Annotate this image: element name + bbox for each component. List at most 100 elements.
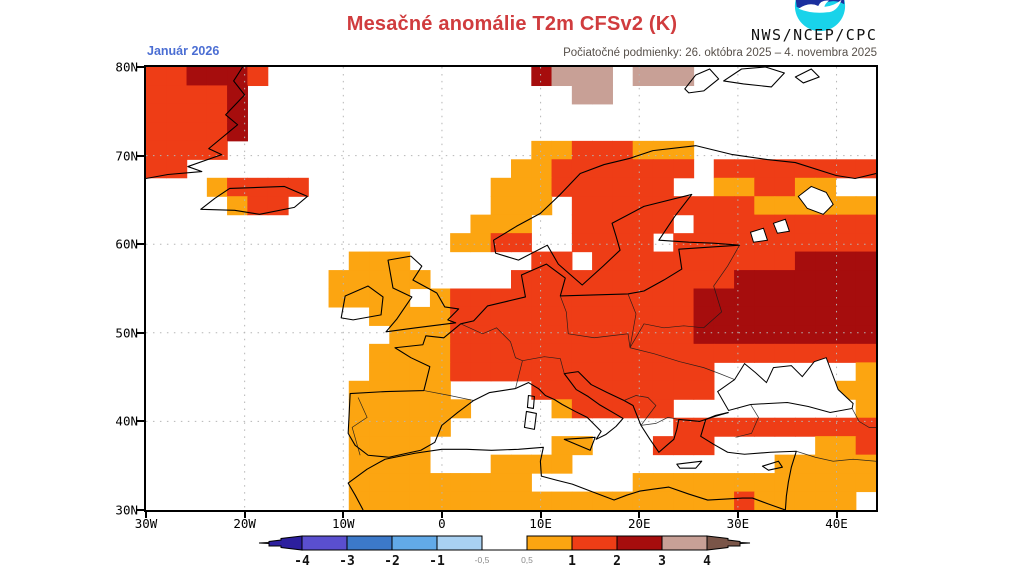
anomaly-cell [450,399,472,419]
anomaly-cell [673,251,695,271]
anomaly-cell [754,177,776,197]
coast-islands [523,394,783,471]
anomaly-cell [531,325,553,345]
anomaly-cell [247,196,269,216]
anomaly-cell [612,399,634,419]
anomaly-cell [389,399,411,419]
anomaly-cell [348,454,370,474]
colorbar-segment [616,535,663,551]
anomaly-cell [855,270,876,290]
anomaly-cell [470,362,492,382]
anomaly-cell [794,325,816,345]
anomaly-cell [652,159,674,179]
anomaly-cell [389,417,411,437]
anomaly-cell [389,306,411,326]
anomaly-cell [815,473,837,493]
anomaly-cell [652,251,674,271]
anomaly-cell [146,122,167,142]
anomaly-cell [754,306,776,326]
anomaly-cell [531,67,553,87]
anomaly-cell [348,399,370,419]
anomaly-cell [531,270,553,290]
anomaly-cell [835,270,857,290]
anomaly-cell [734,325,755,345]
anomaly-cell [146,140,167,160]
anomaly-cell [612,491,634,510]
coast-mainland [347,145,876,458]
anomaly-cell [571,196,593,216]
lon-tick [736,512,739,518]
anomaly-cell [774,251,796,271]
anomaly-cell [369,417,390,437]
anomaly-cell [450,343,472,363]
anomaly-cell [673,473,695,493]
anomaly-cell [855,454,876,474]
anomaly-cell [348,417,370,437]
colorbar-tick-label: 0,5 [521,555,533,565]
anomaly-cell [815,491,837,510]
anomaly-cell [348,288,370,308]
anomaly-cell [855,399,876,419]
anomaly-map [146,67,876,510]
anomaly-cell [794,491,816,510]
anomaly-cell [409,417,431,437]
anomaly-cell [450,233,472,253]
anomaly-cell [429,325,451,345]
anomaly-cell [815,251,837,271]
anomaly-cell [693,325,715,345]
coast-north-africa [347,446,786,510]
anomaly-cell [348,436,370,456]
anomaly-cell [754,214,776,234]
anomaly-cell [571,177,593,197]
anomaly-cell [369,288,390,308]
anomaly-cell [369,380,390,400]
anomaly-cell [652,325,674,345]
lon-tick [145,512,147,518]
anomaly-cell [571,380,593,400]
coast-uk [385,255,460,333]
anomaly-cell [166,67,188,87]
anomaly-cell [511,306,532,326]
anomaly-cell [227,85,248,105]
anomaly-cell [612,362,634,382]
lon-tick-label: 30W [134,516,158,531]
anomaly-cell [206,85,228,105]
anomaly-cell [734,343,755,363]
anomaly-cell [490,196,512,216]
anomaly-cell [551,325,573,345]
anomaly-cell [409,399,431,419]
anomaly-cell [470,325,492,345]
anomaly-cell [287,177,309,197]
anomaly-cell [652,306,674,326]
anomaly-cell [835,454,857,474]
anomaly-cell [531,380,553,400]
anomaly-cell [835,325,857,345]
anomaly-cell [409,343,431,363]
anomaly-cell [470,343,492,363]
anomaly-cell [571,399,593,419]
anomaly-cell [227,103,248,123]
anomaly-cell [652,343,674,363]
anomaly-cell [490,288,512,308]
anomaly-cell [693,288,715,308]
anomaly-cell [734,159,755,179]
anomaly-cell [551,67,573,87]
anomaly-cell [693,196,715,216]
anomaly-cell [612,214,634,234]
lon-tick [440,512,443,518]
anomaly-cell [713,473,735,493]
anomaly-cell [652,177,674,197]
anomaly-cell [693,251,715,271]
anomaly-cell [409,473,431,493]
lat-tick [137,243,144,246]
anomaly-cell [774,491,796,510]
anomaly-cell [652,288,674,308]
anomaly-cell [592,251,613,271]
anomaly-cell [450,288,472,308]
anomaly-cell [592,491,613,510]
anomaly-cell [450,362,472,382]
anomaly-cell [754,159,776,179]
colorbar-tick-label: -2 [384,554,400,569]
anomaly-cell [490,454,512,474]
anomaly-cell [734,473,755,493]
